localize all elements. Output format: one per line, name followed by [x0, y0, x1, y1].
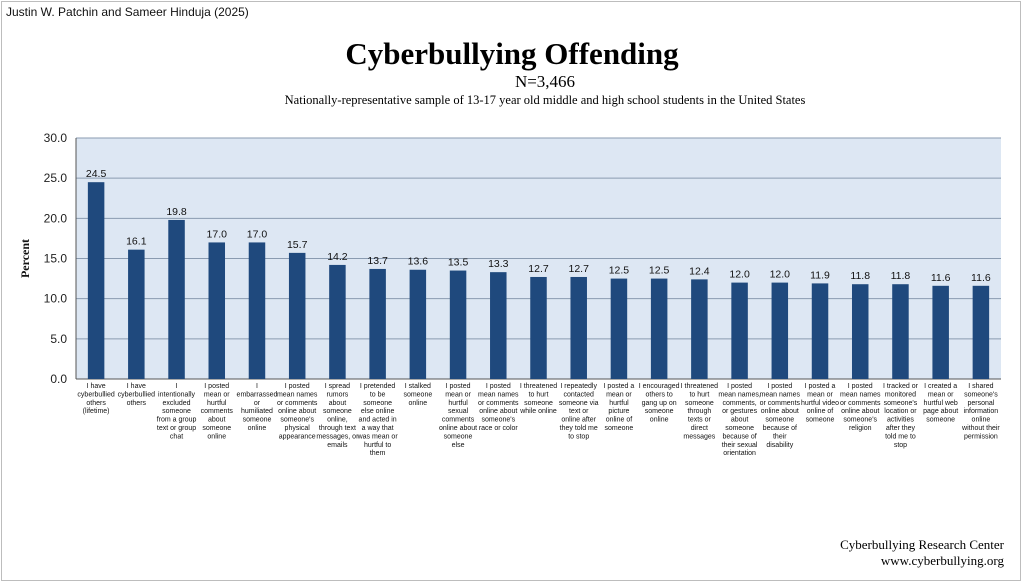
bar: [369, 268, 386, 379]
bar-value-label: 13.7: [367, 255, 388, 267]
x-category-label: I posted a mean or hurtful picture online of…: [604, 383, 635, 432]
bar-value-label: 17.0: [247, 228, 268, 240]
bar-value-label: 12.0: [770, 269, 791, 281]
x-category-label: I posted mean or hurtful sexual comments onli…: [439, 383, 477, 449]
bar: [490, 272, 507, 379]
x-category-label: I spread rumors about someone online, through…: [316, 383, 359, 449]
bar-value-label: 11.8: [891, 270, 911, 282]
bar: [208, 242, 226, 379]
bar: [610, 278, 628, 379]
y-axis-label: Percent: [18, 239, 32, 278]
chart-title: Cyberbullying Offending: [345, 36, 679, 71]
bar: [409, 269, 427, 379]
bar-value-label: 11.8: [850, 270, 870, 282]
footer-org: Cyberbullying Research Center: [840, 537, 1004, 552]
bar-value-label: 12.7: [528, 263, 549, 275]
x-category-label: I tracked or monitored someone's location o…: [883, 383, 919, 449]
bar-value-label: 14.2: [327, 251, 348, 263]
x-category-label: I threatened to hurt someone while online: [519, 383, 557, 415]
bar-value-label: 24.5: [86, 168, 107, 180]
bar: [771, 282, 789, 379]
bar-value-label: 12.0: [729, 269, 750, 281]
y-tick-label: 10.0: [44, 292, 68, 306]
bar-value-label: 15.7: [287, 239, 308, 251]
x-category-label: I have cyberbullied others: [118, 383, 155, 407]
x-category-label: I threatened to hurt someone through texts o…: [681, 383, 718, 440]
chart-subtitle: N=3,466: [514, 72, 576, 91]
bar: [248, 242, 266, 379]
footer-url: www.cyberbullying.org: [880, 553, 1004, 568]
x-category-label: I posted mean or hurtful comments about someo…: [201, 383, 234, 440]
x-category-label: I posted mean names or comments online abou…: [840, 383, 881, 432]
bar: [851, 284, 869, 379]
x-category-label: I repeatedly contacted someone via text or o…: [559, 383, 599, 440]
bar: [570, 276, 587, 379]
bar-value-label: 12.7: [568, 263, 589, 275]
bar: [691, 279, 708, 379]
bar: [288, 252, 306, 379]
bar-value-label: 12.5: [649, 265, 670, 277]
x-category-label: I posted mean names or comments online abou…: [760, 383, 801, 449]
x-category-label: I stalked someone online: [403, 383, 432, 407]
bar: [811, 283, 829, 379]
bar: [128, 249, 145, 379]
bar-value-label: 16.1: [126, 236, 147, 248]
bar: [972, 285, 990, 379]
x-category-label: I shared someone's personal information onli…: [961, 383, 1000, 440]
bar-value-label: 11.6: [971, 272, 991, 284]
bar-value-label: 13.3: [488, 258, 509, 270]
y-tick-label: 0.0: [50, 372, 67, 386]
x-category-label: I posted a mean or hurtful video online of s…: [801, 383, 839, 424]
authors-credit: Justin W. Patchin and Sameer Hinduja (20…: [6, 5, 249, 19]
bar: [731, 282, 748, 379]
y-tick-label: 30.0: [44, 131, 68, 145]
bar: [892, 284, 909, 379]
bar: [168, 219, 185, 379]
x-category-label: I pretended to be someone else online and ac…: [357, 383, 399, 457]
x-category-label: I posted mean names or comments online abou…: [277, 383, 318, 440]
bar: [650, 278, 668, 379]
bar: [87, 182, 105, 379]
bar-value-label: 12.5: [609, 265, 630, 277]
x-category-label: I posted mean names or comments online abou…: [478, 383, 519, 432]
x-category-label: I created a mean or hurtful web page about s…: [923, 383, 958, 424]
chart-description: Nationally-representative sample of 13-1…: [284, 93, 806, 107]
bar: [329, 264, 346, 379]
bar: [530, 276, 547, 379]
y-tick-label: 5.0: [50, 332, 67, 346]
bar-value-label: 13.6: [408, 256, 429, 268]
bar-value-label: 12.4: [689, 265, 710, 277]
bar-value-label: 13.5: [448, 257, 469, 269]
y-tick-label: 15.0: [44, 252, 68, 266]
bar-value-label: 17.0: [207, 228, 228, 240]
y-tick-label: 20.0: [44, 211, 68, 225]
x-category-label: I have cyberbullied others (lifetime): [77, 383, 114, 415]
bar-value-label: 11.9: [810, 269, 830, 281]
x-category-label: I encouraged others to gang up on someone on…: [639, 383, 680, 424]
bar: [932, 285, 949, 379]
bar-value-label: 11.6: [931, 272, 951, 284]
bar-value-label: 19.8: [166, 206, 187, 218]
bar: [449, 270, 467, 379]
y-tick-label: 25.0: [44, 171, 68, 185]
x-category-label: I posted mean names, comments, or gestures a…: [718, 383, 760, 457]
